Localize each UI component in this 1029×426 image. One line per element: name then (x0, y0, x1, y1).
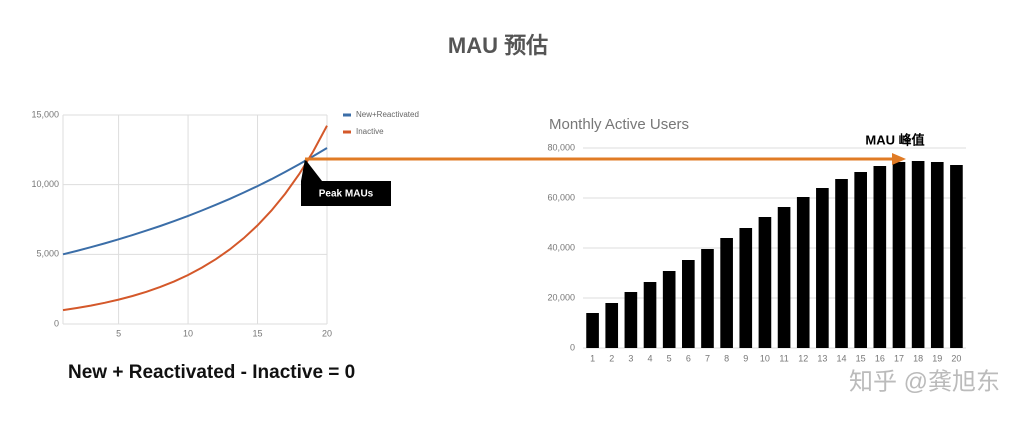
x-tick-label: 19 (932, 353, 942, 363)
x-tick-label: 5 (667, 353, 672, 363)
callout-box (301, 159, 391, 206)
x-tick-label: 7 (705, 353, 710, 363)
bar (854, 172, 867, 348)
x-tick-label: 15 (856, 353, 866, 363)
bar (816, 188, 829, 348)
annotation: MAU 峰值 (865, 132, 924, 147)
y-tick-label: 15,000 (31, 109, 59, 119)
x-tick-label: 12 (798, 353, 808, 363)
bar (624, 292, 638, 348)
x-tick-label: 4 (648, 353, 653, 363)
bar (662, 271, 676, 348)
x-tick-label: 16 (875, 353, 885, 363)
x-tick-label: 14 (837, 353, 847, 363)
bar (873, 166, 887, 348)
y-tick-label: 5,000 (36, 249, 59, 259)
x-tick-label: 8 (724, 353, 729, 363)
bar (605, 303, 619, 348)
bar (892, 162, 906, 348)
bar (930, 162, 944, 348)
legend-label: New+Reactivated (356, 110, 419, 119)
formula: New + Reactivated - Inactive = 0 (68, 362, 355, 383)
line (62, 147, 328, 256)
y-tick-label: 40,000 (547, 242, 575, 252)
x-tick-label: 20 (951, 353, 961, 363)
y-tick-label: 20,000 (547, 292, 575, 302)
bar (796, 197, 810, 348)
bar (720, 238, 733, 348)
bar (835, 179, 848, 348)
x-tick-label: 15 (253, 328, 263, 338)
x-tick-label: 18 (913, 353, 923, 363)
x-tick-label: 17 (894, 353, 904, 363)
y-tick-label: 0 (570, 342, 575, 352)
callout-label: Peak MAUs (319, 189, 374, 200)
bar (586, 313, 599, 348)
x-tick-label: 2 (609, 353, 614, 363)
legend-label: Inactive (356, 127, 384, 136)
x-tick-label: 11 (779, 353, 788, 363)
x-tick-label: 10 (183, 328, 193, 338)
bar (682, 260, 695, 348)
x-tick-label: 1 (590, 353, 595, 363)
bar (758, 217, 772, 348)
slide-title: MAU 预估 (448, 33, 548, 58)
bar (643, 282, 657, 348)
watermark: 知乎 @龚旭东 (849, 368, 1000, 395)
line (62, 125, 328, 312)
y-tick-label: 60,000 (547, 192, 575, 202)
bar (950, 165, 963, 348)
bar (777, 207, 791, 348)
x-tick-label: 13 (817, 353, 827, 363)
x-tick-label: 9 (743, 353, 748, 363)
x-tick-label: 3 (628, 353, 633, 363)
x-tick-label: 10 (760, 353, 770, 363)
y-tick-label: 0 (54, 318, 59, 328)
bar (701, 249, 714, 348)
bar (739, 228, 753, 348)
y-tick-label: 80,000 (547, 142, 575, 152)
x-tick-label: 5 (116, 328, 121, 338)
peak-arrowhead (892, 153, 906, 165)
x-tick-label: 20 (322, 328, 332, 338)
bar (911, 161, 925, 348)
y-tick-label: 10,000 (31, 179, 59, 189)
x-tick-label: 6 (686, 353, 691, 363)
chart-title: Monthly Active Users (549, 116, 689, 133)
